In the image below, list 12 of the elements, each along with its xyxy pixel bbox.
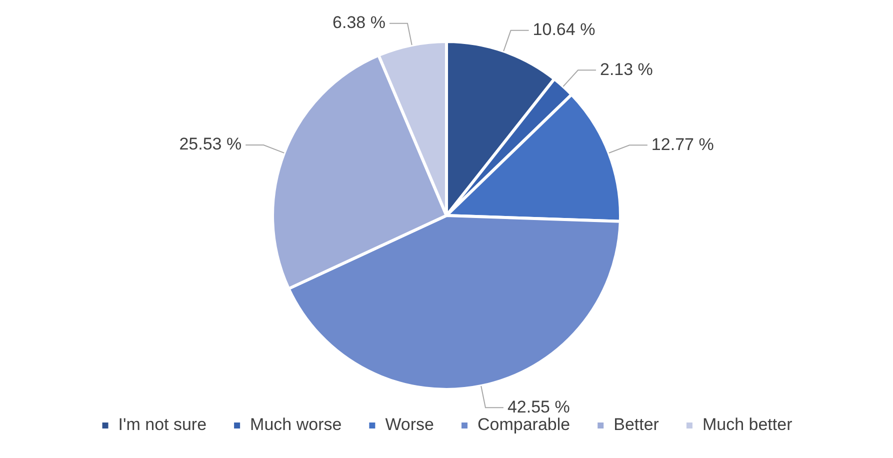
legend-label: I'm not sure [118, 415, 207, 434]
legend-label: Worse [385, 415, 434, 434]
data-label: 2.13 % [600, 60, 653, 79]
data-label: 25.53 % [179, 134, 242, 154]
legend-label: Much worse [250, 415, 342, 434]
legend-label: Much better [702, 415, 793, 434]
legend-label: Better [614, 415, 660, 434]
legend-label: Comparable [478, 415, 570, 434]
data-label: 6.38 % [332, 13, 386, 32]
data-label: 10.64 % [532, 20, 596, 40]
data-label: 42.55 % [507, 397, 570, 416]
data-label: 12.77 % [651, 134, 714, 154]
